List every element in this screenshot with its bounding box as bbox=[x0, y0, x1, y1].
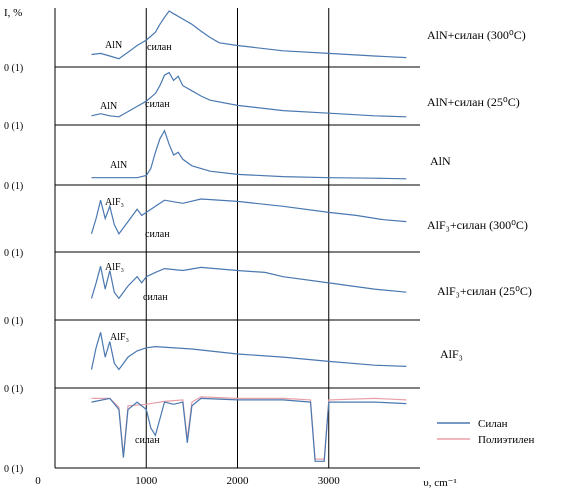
panel-annotation: AlN bbox=[110, 160, 127, 171]
panel-annotation: AlN bbox=[105, 40, 122, 51]
series-line-3 bbox=[91, 129, 407, 180]
panel-annotation: силан bbox=[145, 99, 170, 110]
zero-label: 0 (1) bbox=[4, 316, 23, 327]
panel-annotation: AlN bbox=[100, 101, 117, 112]
series-line-7 bbox=[91, 397, 407, 462]
series-line-2 bbox=[91, 71, 407, 118]
legend-label: Полиэтилен bbox=[478, 434, 534, 446]
zero-label: 0 (1) bbox=[4, 121, 23, 132]
x-tick-label: 2000 bbox=[227, 475, 250, 487]
series-line-4 bbox=[90, 198, 407, 235]
zero-label: 0 (1) bbox=[4, 384, 23, 395]
series-line-6 bbox=[90, 332, 407, 371]
zero-label: 0 (1) bbox=[4, 464, 23, 475]
panel-annotation: AlF₃ bbox=[105, 197, 124, 208]
panel-label: AlN bbox=[430, 154, 451, 168]
panel-annotation: AlF₃ bbox=[105, 262, 124, 273]
series-line-5 bbox=[90, 266, 407, 300]
x-axis-label: υ, cm⁻¹ bbox=[423, 477, 457, 489]
series-line-1 bbox=[91, 10, 407, 60]
panel-annotation: силан bbox=[135, 435, 160, 446]
panel-label: AlF₃+силан (25⁰C) bbox=[437, 284, 532, 298]
x-tick-label: 0 bbox=[35, 475, 41, 487]
zero-label: 0 (1) bbox=[4, 63, 23, 74]
y-axis-label: I, % bbox=[4, 7, 22, 19]
zero-label: 0 (1) bbox=[4, 181, 23, 192]
panel-label: AlN+силан (25⁰C) bbox=[427, 95, 520, 109]
x-tick-label: 1000 bbox=[135, 475, 158, 487]
panel-annotation: силан bbox=[147, 42, 172, 53]
panel-annotation: силан bbox=[145, 229, 170, 240]
series-line-polyethylene bbox=[91, 396, 407, 460]
panel-annotation: силан bbox=[143, 292, 168, 303]
panel-label: AlF₃ bbox=[440, 347, 463, 361]
panel-annotation: AlF₃ bbox=[110, 332, 129, 343]
zero-label: 0 (1) bbox=[4, 248, 23, 259]
panel-label: AlN+силан (300⁰C) bbox=[427, 28, 526, 42]
panel-label: AlF₃+силан (300⁰C) bbox=[427, 218, 528, 232]
x-tick-label: 3000 bbox=[318, 475, 341, 487]
legend-label: Силан bbox=[478, 418, 508, 430]
